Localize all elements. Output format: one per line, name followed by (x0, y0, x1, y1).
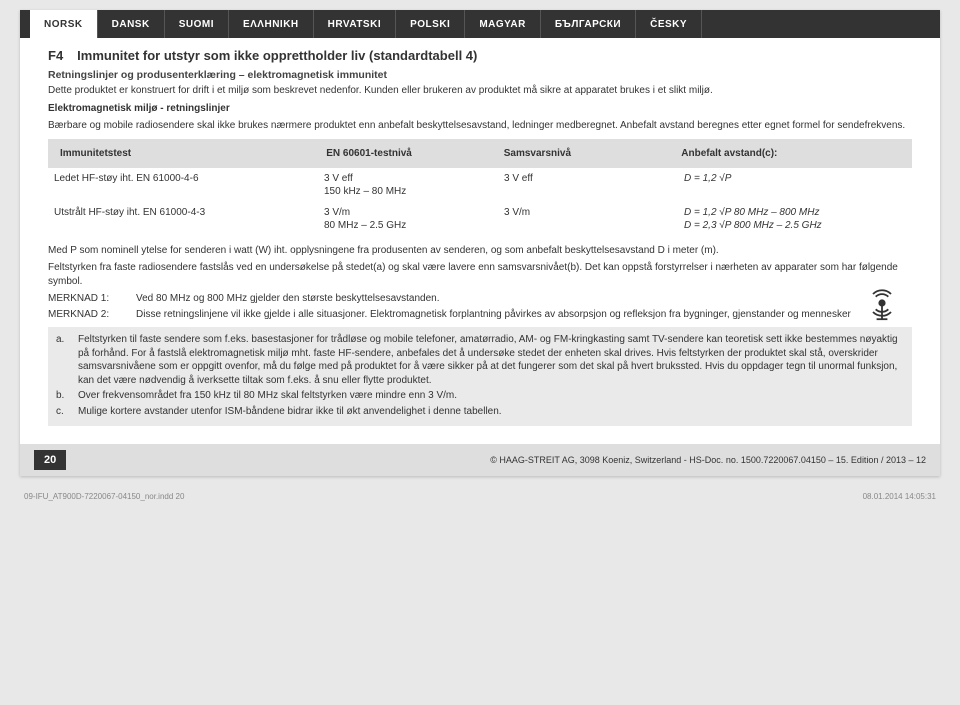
page: NORSK DANSK SUOMI ΕΛΛΗΝΙΚΗ HRVATSKI POLS… (20, 10, 940, 476)
r2-level: 3 V/m 80 MHz – 2.5 GHz (318, 202, 498, 236)
power-text: Med P som nominell ytelse for senderen i… (48, 244, 912, 258)
lang-tab-hrvatski[interactable]: HRVATSKI (314, 10, 396, 38)
language-tabs: NORSK DANSK SUOMI ΕΛΛΗΝΙΚΗ HRVATSKI POLS… (20, 10, 940, 38)
copyright: © HAAG-STREIT AG, 3098 Koeniz, Switzerla… (490, 455, 926, 465)
env-heading: Elektromagnetisk miljø - retningslinjer (48, 102, 912, 116)
th-compliance: Samsvarsnivå (498, 143, 676, 164)
th-level: EN 60601-testnivå (320, 143, 498, 164)
immunity-table: Immunitetstest EN 60601-testnivå Samsvar… (48, 139, 912, 236)
footnote-b: b.Over frekvensområdet fra 150 kHz til 8… (56, 389, 904, 403)
lang-tab-magyar[interactable]: MAGYAR (465, 10, 541, 38)
lang-tab-norsk[interactable]: NORSK (28, 10, 98, 38)
lang-tab-bulgarian[interactable]: БЪЛГАРСКИ (541, 10, 636, 38)
r1-compliance: 3 V eff (498, 168, 678, 202)
fieldstrength-text: Feltstyrken fra faste radiosendere fasts… (48, 261, 912, 288)
page-number: 20 (34, 450, 66, 470)
note-2: MERKNAD 2:Disse retningslinjene vil ikke… (48, 308, 912, 322)
section-code: F4 (48, 48, 63, 63)
env-text: Bærbare og mobile radiosendere skal ikke… (48, 119, 912, 133)
section-title: Immunitet for utstyr som ikke oppretthol… (77, 48, 477, 63)
th-distance: Anbefalt avstand(c): (675, 143, 906, 164)
r2-test: Utstrålt HF-støy iht. EN 61000-4-3 (48, 202, 318, 236)
th-test: Immunitetstest (54, 143, 320, 164)
lang-tab-dansk[interactable]: DANSK (98, 10, 165, 38)
lang-tab-cesky[interactable]: ČESKY (636, 10, 702, 38)
lang-tab-greek[interactable]: ΕΛΛΗΝΙΚΗ (229, 10, 314, 38)
r2-distance: D = 1,2 √P 80 MHz – 800 MHzD = 2,3 √P 80… (678, 202, 912, 236)
note-1: MERKNAD 1:Ved 80 MHz og 800 MHz gjelder … (48, 292, 912, 306)
file-ref: 09-IFU_AT900D-7220067-04150_nor.indd 20 (24, 492, 184, 501)
footnote-list: a.Feltstyrken til faste sendere som f.ek… (48, 327, 912, 426)
intro-text: Dette produktet er konstruert for drift … (48, 84, 912, 98)
lang-tab-polski[interactable]: POLSKI (396, 10, 465, 38)
footnote-c: c.Mulige kortere avstander utenfor ISM-b… (56, 405, 904, 419)
r1-test: Ledet HF-støy iht. EN 61000-4-6 (48, 168, 318, 202)
footnote-a: a.Feltstyrken til faste sendere som f.ek… (56, 333, 904, 387)
print-date: 08.01.2014 14:05:31 (863, 492, 936, 501)
r1-distance: D = 1,2 √P (678, 168, 912, 202)
print-meta: 09-IFU_AT900D-7220067-04150_nor.indd 20 … (0, 486, 960, 501)
subtitle: Retningslinjer og produsenterklæring – e… (48, 69, 912, 81)
page-footer: 20 © HAAG-STREIT AG, 3098 Koeniz, Switze… (20, 444, 940, 476)
page-content: F4 Immunitet for utstyr som ikke opprett… (20, 38, 940, 434)
rf-emission-icon (864, 285, 900, 324)
r1-level: 3 V eff 150 kHz – 80 MHz (318, 168, 498, 202)
r2-compliance: 3 V/m (498, 202, 678, 236)
lang-tab-suomi[interactable]: SUOMI (165, 10, 229, 38)
